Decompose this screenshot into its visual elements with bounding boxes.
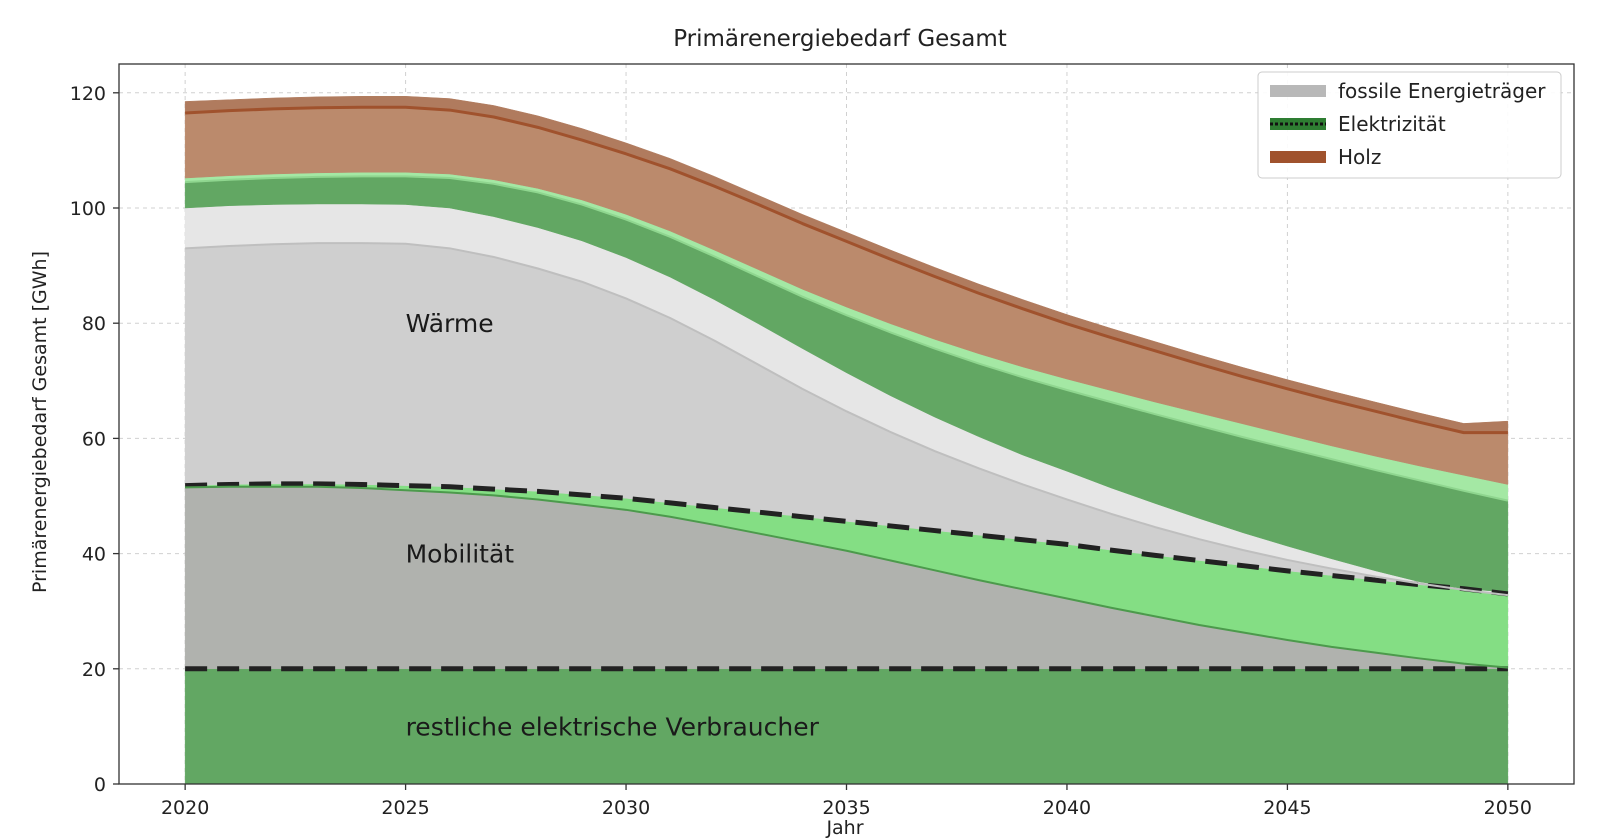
y-tick-label: 80 <box>82 313 106 335</box>
y-axis-ticks: 0 20 40 60 80 100 120 <box>70 83 119 796</box>
legend-box <box>1257 71 1562 179</box>
y-tick-label: 40 <box>82 544 106 566</box>
y-tick-label: 0 <box>94 774 106 796</box>
series-line <box>185 105 1508 435</box>
x-tick-label: 2030 <box>602 797 650 819</box>
series-line <box>185 485 1508 669</box>
area-band <box>184 668 1509 785</box>
y-tick-label: 100 <box>70 198 106 220</box>
legend-label: Elektrizität <box>1338 112 1446 136</box>
x-axis-ticks: 2020 2025 2030 2035 2040 2045 2050 <box>161 784 1532 819</box>
region-label: Wärme <box>406 309 494 338</box>
legend: fossile Energieträger Elektrizität Holz <box>1257 71 1562 179</box>
x-axis-label: Jahr <box>825 817 863 838</box>
region-labels: Wärme Mobilität restliche elektrische Verb… <box>406 309 820 741</box>
x-tick-label: 2050 <box>1484 797 1532 819</box>
x-tick-label: 2035 <box>822 797 870 819</box>
region-label: Mobilität <box>406 540 515 569</box>
chart-title: Primärenergiebedarf Gesamt <box>673 26 1007 52</box>
region-label: restliche elektrische Verbraucher <box>406 712 820 741</box>
y-axis-label: Primärenergiebedarf Gesamt [GWh] <box>29 251 51 593</box>
y-tick-label: 60 <box>82 428 106 450</box>
x-tick-label: 2025 <box>381 797 429 819</box>
legend-swatch <box>1270 151 1326 163</box>
legend-label: Holz <box>1338 145 1381 169</box>
series-line <box>185 175 1509 502</box>
series-line <box>185 481 1509 597</box>
y-tick-label: 20 <box>82 659 106 681</box>
y-tick-label: 120 <box>70 83 106 105</box>
x-tick-label: 2040 <box>1043 797 1091 819</box>
legend-label: fossile Energieträger <box>1338 79 1546 103</box>
x-tick-label: 2045 <box>1263 797 1311 819</box>
series-lines <box>185 105 1509 672</box>
legend-swatch <box>1270 85 1326 97</box>
series-line <box>185 242 1508 597</box>
x-tick-label: 2020 <box>161 797 209 819</box>
